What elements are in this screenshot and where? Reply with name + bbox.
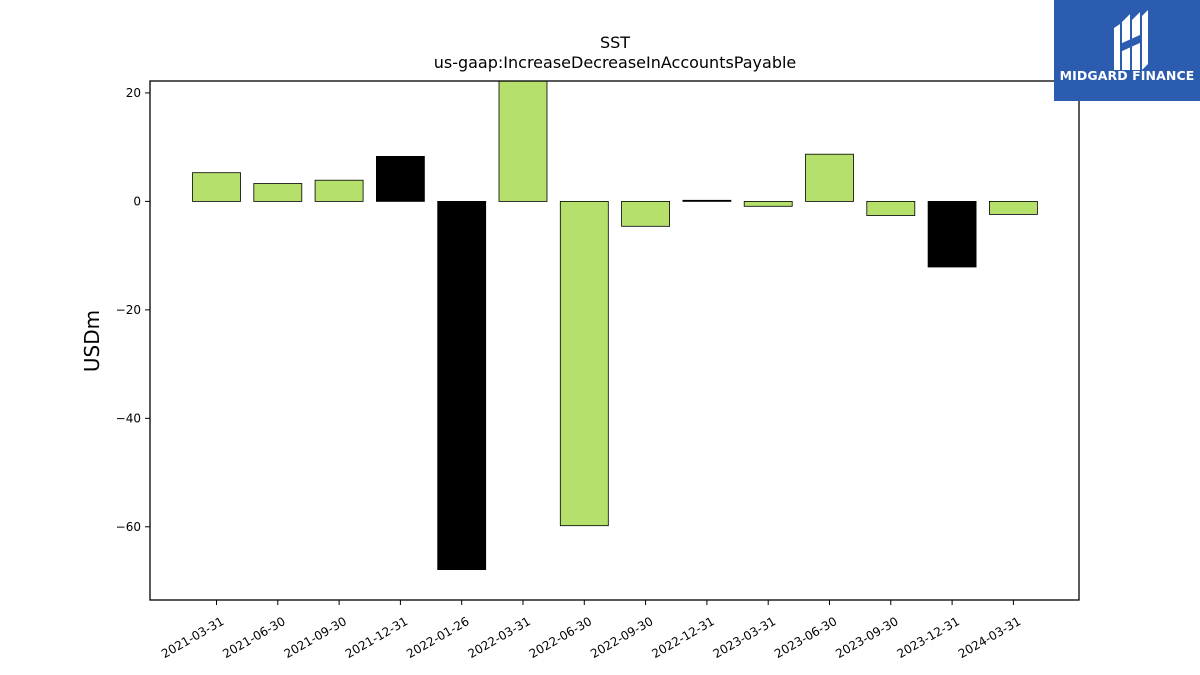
y-tick-label: −40 <box>116 411 141 425</box>
x-axis: 2021-03-312021-06-302021-09-302021-12-31… <box>159 600 1023 661</box>
y-tick-label: −20 <box>116 303 141 317</box>
chart-subtitle: us-gaap:IncreaseDecreaseInAccountsPayabl… <box>434 53 797 72</box>
y-tick-label: −60 <box>116 520 141 534</box>
bar-2021-12-31 <box>375 155 425 202</box>
x-tick-label: 2023-06-30 <box>772 614 839 661</box>
bar-2022-12-31 <box>682 199 732 202</box>
x-tick-label: 2021-12-31 <box>343 614 410 661</box>
x-tick-label: 2022-12-31 <box>649 614 716 661</box>
x-tick-label: 2023-12-31 <box>895 614 962 661</box>
x-tick-label: 2022-06-30 <box>527 614 594 661</box>
bar-2022-03-31 <box>498 80 548 202</box>
x-tick-label: 2022-01-26 <box>404 614 471 661</box>
bar-2024-03-31 <box>989 200 1038 215</box>
bar-2022-06-30 <box>559 200 609 527</box>
bar-2021-09-30 <box>314 179 364 202</box>
x-tick-label: 2021-09-30 <box>282 614 349 661</box>
y-tick-label: 0 <box>133 194 141 208</box>
x-tick-label: 2022-09-30 <box>588 614 655 661</box>
y-axis: 20 0 −20 −40 −60 <box>116 86 150 534</box>
bar-2023-09-30 <box>866 200 916 216</box>
midgard-logo-icon <box>1054 0 1200 101</box>
bar-2023-12-31 <box>927 200 977 268</box>
x-tick-label: 2021-06-30 <box>220 614 287 661</box>
bar-2023-06-30 <box>805 153 854 202</box>
bars-group <box>192 80 1038 571</box>
y-axis-label: USDm <box>80 310 104 372</box>
x-tick-label: 2023-03-31 <box>711 614 778 661</box>
x-tick-label: 2023-09-30 <box>833 614 900 661</box>
bar-2021-03-31 <box>192 172 241 202</box>
x-tick-label: 2022-03-31 <box>465 614 532 661</box>
brand-logo: MIDGARD FINANCE <box>1054 0 1200 101</box>
bar-2022-09-30 <box>621 200 670 227</box>
bar-2023-03-31 <box>743 200 793 207</box>
logo-text: MIDGARD FINANCE <box>1059 68 1195 83</box>
x-tick-label: 2024-03-31 <box>956 614 1023 661</box>
plot-frame <box>149 80 1080 601</box>
chart-title: SST <box>600 33 630 52</box>
bar-2022-01-26 <box>437 200 487 571</box>
y-tick-label: 20 <box>126 86 141 100</box>
bar-2021-06-30 <box>253 183 303 202</box>
x-tick-label: 2021-03-31 <box>159 614 226 661</box>
